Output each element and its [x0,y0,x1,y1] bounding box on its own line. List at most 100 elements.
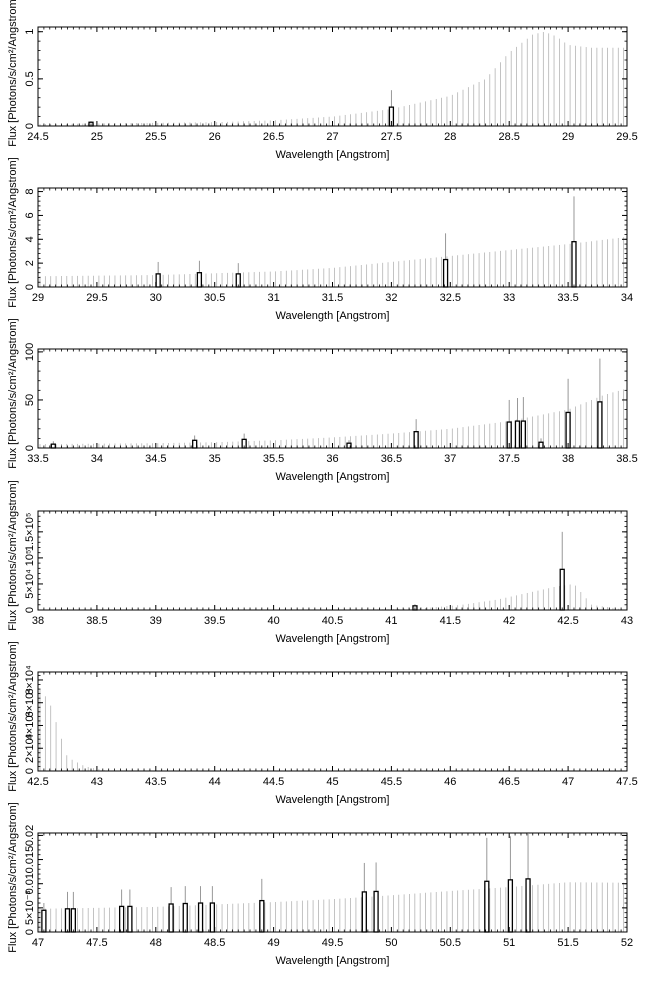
panel-1: 24.5 25 25.5 26 26.5 27 27.5 28 28.5 29 29.5 0 0.5 1 W… [7,0,638,161]
line-bar [361,891,367,933]
x-tick-label: 41.5 [440,615,461,627]
line-bar [64,908,71,933]
x-tick-label: 51.5 [557,937,578,949]
x-tick-label: 33.5 [27,453,48,465]
x-tick-label: 45 [326,776,338,788]
x-tick-label: 26.5 [263,131,284,143]
line-bar [70,908,76,933]
x-tick-label: 28 [444,131,456,143]
x-tick-label: 31.5 [322,292,343,304]
line-bar [127,905,133,933]
line-bar [597,401,603,449]
line-bar [41,909,47,933]
x-tick-label: 46 [444,776,456,788]
line-bar [559,568,565,611]
x-tick-label: 25 [91,131,103,143]
y-tick-label: 0 [24,445,36,451]
x-tick-label: 34 [91,453,103,465]
x-tick-label: 46.5 [498,776,519,788]
line-bar [196,272,203,288]
y-tick-label: 6×10⁴ [24,688,36,718]
plot-frame [37,187,628,288]
x-tick-label: 29.5 [616,131,637,143]
x-tick-label: 33.5 [557,292,578,304]
line-bar [525,878,531,933]
x-tick-label: 37.5 [498,453,519,465]
line-bar [442,258,449,288]
y-tick-label: 8×10⁴ [24,665,36,695]
x-tick-label: 43.5 [145,776,166,788]
x-tick-label: 48 [150,937,162,949]
x-tick-label: 38 [562,453,574,465]
x-tick-label: 42 [503,615,515,627]
y-tick-label: 50 [24,394,36,406]
x-tick-label: 38.5 [616,453,637,465]
y-tick-label: 4 [24,236,36,242]
x-tick-label: 49.5 [322,937,343,949]
panel-2: 29 29.5 30 30.5 31 31.5 32 32.5 33 33.5 34 0 2 4 6 8 Wav… [7,157,633,322]
y-tick-label: 1 [24,29,36,35]
x-tick-label: 34 [621,292,633,304]
y-tick-label: 0 [24,607,36,613]
x-tick-label: 30.5 [204,292,225,304]
y-tick-label: 0.5 [24,71,36,86]
y-tick-label: 8 [24,189,36,195]
y-axis-title: Flux [Photons/s/cm²/Angstrom] [7,318,19,468]
y-axis-title: Flux [Photons/s/cm²/Angstrom] [7,157,19,307]
y-axis-title: Flux [Photons/s/cm²/Angstrom] [7,641,19,791]
x-tick-label: 26 [209,131,221,143]
x-tick-label: 38.5 [86,615,107,627]
x-tick-label: 40 [267,615,279,627]
line-bar [259,899,265,933]
x-tick-label: 41 [385,615,397,627]
x-tick-label: 28.5 [498,131,519,143]
x-axis-title: Wavelength [Angstrom] [276,955,390,967]
x-tick-label: 50 [385,937,397,949]
x-tick-label: 43 [621,615,633,627]
line-bar [571,241,577,288]
x-tick-label: 42.5 [27,776,48,788]
y-tick-label: 100 [24,343,36,361]
line-bar [192,439,198,449]
line-bar [209,902,215,933]
x-tick-label: 47 [32,937,44,949]
x-tick-label: 32 [385,292,397,304]
y-axis-title: Flux [Photons/s/cm²/Angstrom] [7,0,19,147]
x-tick-label: 29 [562,131,574,143]
x-tick-label: 29 [32,292,44,304]
line-bar [155,273,161,288]
x-tick-label: 27 [326,131,338,143]
x-tick-label: 36.5 [381,453,402,465]
x-tick-label: 45.5 [381,776,402,788]
x-tick-label: 37 [444,453,456,465]
x-tick-label: 40.5 [322,615,343,627]
x-tick-label: 27.5 [381,131,402,143]
x-tick-label: 44.5 [263,776,284,788]
y-tick-label: 0.01 [24,873,36,894]
plot-frame [37,832,628,933]
line-bar [514,420,521,449]
x-tick-label: 44 [209,776,221,788]
x-tick-label: 30 [150,292,162,304]
line-bar [484,880,490,933]
line-bar [197,902,204,933]
x-tick-label: 43 [91,776,103,788]
x-tick-label: 25.5 [145,131,166,143]
x-tick-label: 32.5 [440,292,461,304]
x-tick-label: 38 [32,615,44,627]
y-tick-label: 0.015 [24,846,36,874]
x-axis-title: Wavelength [Angstrom] [276,149,390,161]
line-bar [118,905,125,933]
x-tick-label: 51 [503,937,515,949]
line-bar [50,443,56,449]
x-tick-label: 29.5 [86,292,107,304]
line-bar [182,902,188,933]
line-bar [565,411,571,449]
y-tick-label: 0 [24,123,36,129]
y-tick-label: 0.02 [24,825,36,846]
y-tick-label: 1.5×10⁵ [24,513,36,552]
plot-frame [37,671,628,772]
y-tick-label: 6 [24,212,36,218]
